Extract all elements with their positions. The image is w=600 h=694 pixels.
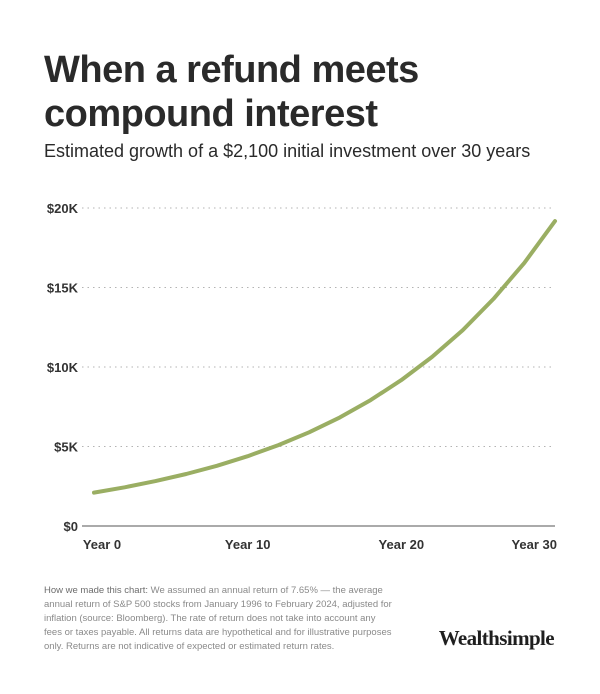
x-tick-label: Year 30 [511, 537, 557, 552]
x-tick-label: Year 20 [379, 537, 425, 552]
x-axis-ticks: Year 0 Year 10 Year 20 Year 30 [83, 537, 557, 552]
y-tick-label: $20K [47, 201, 79, 216]
y-tick-label: $15K [47, 281, 79, 296]
line-chart: $0$5K$10K$15K$20K Year 0 Year 10 Year 20 Ye… [47, 201, 557, 552]
wealthsimple-logo: Wealthsimple [438, 626, 555, 650]
methodology-note: How we made this chart: We assumed an an… [44, 584, 394, 654]
gridlines [82, 207, 555, 527]
methodology-text: We assumed an annual return of 7.65% — t… [44, 585, 392, 652]
y-tick-label: $0 [64, 519, 78, 534]
methodology-label: How we made this chart: [44, 585, 149, 596]
series-line [92, 219, 557, 495]
chart-subtitle: Estimated growth of a $2,100 initial inv… [44, 141, 531, 161]
x-tick-label: Year 0 [83, 537, 121, 552]
chart-title: When a refund meets compound interest [44, 49, 419, 135]
y-axis-ticks: $0 $5K $10K $15K $20K [47, 201, 79, 534]
y-tick-label: $10K [47, 360, 79, 375]
y-tick-label: $5K [54, 440, 78, 455]
x-tick-label: Year 10 [225, 537, 271, 552]
